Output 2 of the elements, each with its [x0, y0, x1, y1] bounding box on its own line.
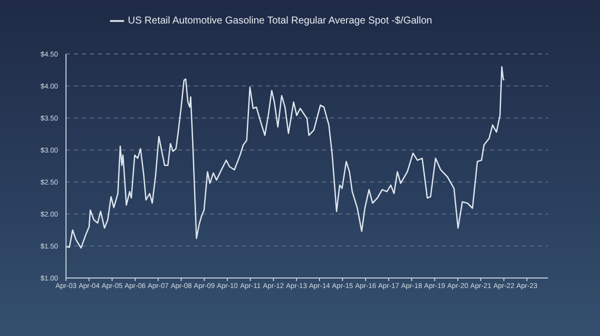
line-series	[66, 66, 505, 249]
legend-label: US Retail Automotive Gasoline Total Regular Average Spot -$/Gallon	[128, 16, 432, 27]
